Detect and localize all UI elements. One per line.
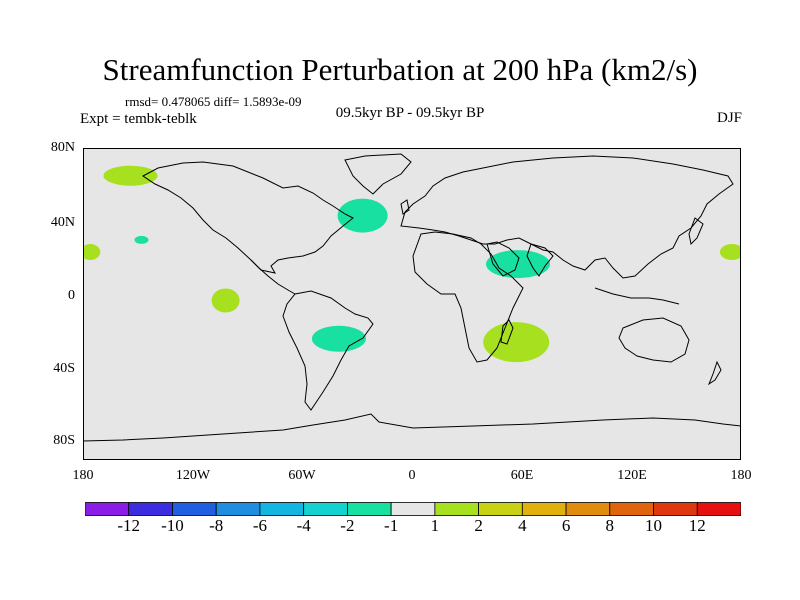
lon-label-120w: 120W xyxy=(175,468,211,483)
colorbar-box xyxy=(303,502,348,516)
coast-south-america xyxy=(282,290,374,411)
anomaly-layer xyxy=(83,165,741,363)
colorbar-box xyxy=(434,502,479,516)
colorbar-box xyxy=(259,502,305,516)
lon-label-180w: 180 xyxy=(72,468,94,483)
positive-anomaly-region xyxy=(483,322,550,363)
coast-central-america xyxy=(250,259,296,295)
colorbar-box xyxy=(390,502,436,516)
lon-label-60w: 60W xyxy=(288,468,316,483)
positive-anomaly-region xyxy=(103,165,158,186)
lon-label-180e: 180 xyxy=(730,468,752,483)
negative-anomaly-region xyxy=(134,235,149,244)
lat-label-80n: 80N xyxy=(50,140,75,155)
lon-label-0: 0 xyxy=(408,468,416,483)
lat-label-80s: 80S xyxy=(53,433,75,448)
colorbar-label: 2 xyxy=(474,516,483,535)
coastlines xyxy=(83,153,741,442)
coast-africa xyxy=(412,231,524,363)
colorbar-label: 4 xyxy=(518,516,527,535)
colorbar-label: -4 xyxy=(296,516,311,535)
colorbar-box xyxy=(215,502,261,516)
positive-anomaly-region xyxy=(83,244,101,260)
colorbar-box xyxy=(128,502,173,516)
colorbar-label: -1 xyxy=(384,516,399,535)
colorbar-box xyxy=(85,502,130,516)
coast-japan xyxy=(688,217,704,246)
plot-title: Streamfunction Perturbation at 200 hPa (… xyxy=(102,52,698,87)
coast-indonesia xyxy=(594,287,680,305)
stats-text: rmsd= 0.478065 diff= 1.5893e-09 xyxy=(125,94,302,109)
colorbar-label: -12 xyxy=(117,516,141,535)
colorbar-label: 1 xyxy=(430,516,440,535)
colorbar-box xyxy=(696,502,741,516)
colorbar-label: -2 xyxy=(340,516,355,535)
coast-new-zealand xyxy=(707,360,722,386)
colorbar-label: 6 xyxy=(561,516,571,535)
period-label: 09.5kyr BP - 09.5kyr BP xyxy=(335,105,485,121)
lat-label-40s: 40S xyxy=(53,361,75,376)
colorbar-box xyxy=(478,502,523,516)
colorbar-box xyxy=(346,502,392,516)
colorbar-label: 8 xyxy=(605,516,615,535)
world-map xyxy=(83,148,741,460)
colorbar-label: -8 xyxy=(209,516,224,535)
colorbar-label: -6 xyxy=(252,516,267,535)
map-frame xyxy=(83,148,741,460)
colorbar-boxes xyxy=(85,502,741,516)
negative-anomaly-region xyxy=(486,250,550,279)
coast-madagascar xyxy=(500,319,514,345)
colorbar-box xyxy=(521,502,567,516)
lon-label-120e: 120E xyxy=(617,468,647,483)
positive-anomaly-region xyxy=(211,288,240,313)
negative-anomaly-region xyxy=(337,198,388,233)
colorbar-label: 10 xyxy=(645,516,663,535)
lon-label-60e: 60E xyxy=(510,468,534,483)
coast-india xyxy=(526,243,554,277)
coast-north-america xyxy=(142,161,354,274)
lat-label-40n: 40N xyxy=(50,215,75,230)
colorbar-box xyxy=(172,502,217,516)
colorbar-box xyxy=(565,502,611,516)
coast-australia xyxy=(618,317,690,363)
coast-british-isles xyxy=(400,199,410,215)
negative-anomaly-region xyxy=(311,325,366,352)
colorbar-box xyxy=(609,502,654,516)
colorbar-box xyxy=(653,502,698,516)
coast-greenland xyxy=(344,153,412,195)
map-background xyxy=(83,148,741,460)
coast-antarctica xyxy=(83,413,741,442)
season-label: DJF xyxy=(716,110,742,126)
colorbar-label: -10 xyxy=(161,516,184,535)
positive-anomaly-region xyxy=(719,244,741,260)
experiment-label: Expt = tembk-teblk xyxy=(80,111,197,127)
colorbar-label: 12 xyxy=(688,516,706,535)
lat-label-0: 0 xyxy=(68,288,75,303)
coast-arabia xyxy=(486,241,520,277)
colorbar xyxy=(85,502,741,516)
